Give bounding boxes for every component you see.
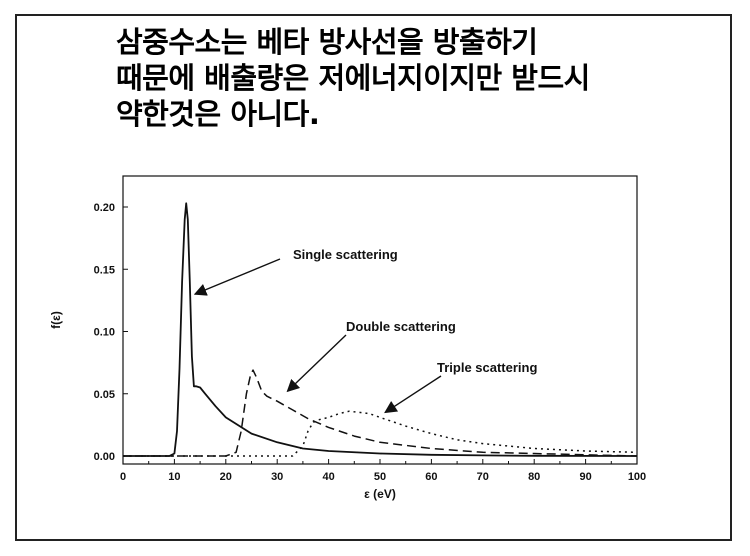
headline-line-3: 약한것은 아니다. <box>116 97 320 131</box>
annotation-arrow-3 <box>384 375 442 414</box>
y-tick-label: 0.15 <box>94 264 115 276</box>
x-tick-label: 100 <box>628 471 646 483</box>
series-line-1 <box>123 202 638 457</box>
x-tick-label: 0 <box>120 471 126 483</box>
chart-annotations: Single scattering Double scattering Triple… <box>193 247 537 414</box>
x-axis-label: ε (eV) <box>364 487 396 501</box>
y-tick-label: 0.00 <box>94 451 115 463</box>
slide-headline: 삼중수소는 베타 방사선을 방출하기 때문에 배출량은 저에너지이지만 받드시 … <box>116 24 590 132</box>
headline-line-1: 삼중수소는 베타 방사선을 방출하기 <box>116 25 538 59</box>
x-tick-label: 70 <box>477 471 489 483</box>
chart-series <box>123 202 638 457</box>
x-tick-label: 20 <box>220 471 232 483</box>
x-tick-label: 60 <box>425 471 437 483</box>
annotation-label-3: Triple scattering <box>437 360 537 375</box>
x-tick-label: 80 <box>528 471 540 483</box>
annotation-arrow-2 <box>286 334 347 393</box>
x-tick-label: 50 <box>374 471 386 483</box>
y-tick-label: 0.10 <box>94 327 115 339</box>
x-tick-label: 10 <box>168 471 180 483</box>
y-axis-label: f(ε) <box>49 311 63 329</box>
annotation-label-2: Double scattering <box>346 319 456 334</box>
x-tick-label: 90 <box>579 471 591 483</box>
annotation-label-1: Single scattering <box>293 247 398 262</box>
x-tick-label: 30 <box>271 471 283 483</box>
y-tick-label: 0.20 <box>94 202 115 214</box>
series-line-3 <box>123 410 638 457</box>
headline-line-2: 때문에 배출량은 저에너지이지만 받드시 <box>116 61 590 95</box>
x-tick-label: 40 <box>322 471 334 483</box>
series-line-2 <box>123 369 638 457</box>
chart-axes: 0 10 20 30 40 50 60 70 80 90 100 0.00 0.05 0.10 0.15 0.… <box>49 175 646 501</box>
y-tick-label: 0.05 <box>94 389 115 401</box>
annotation-arrow-1 <box>193 258 281 296</box>
